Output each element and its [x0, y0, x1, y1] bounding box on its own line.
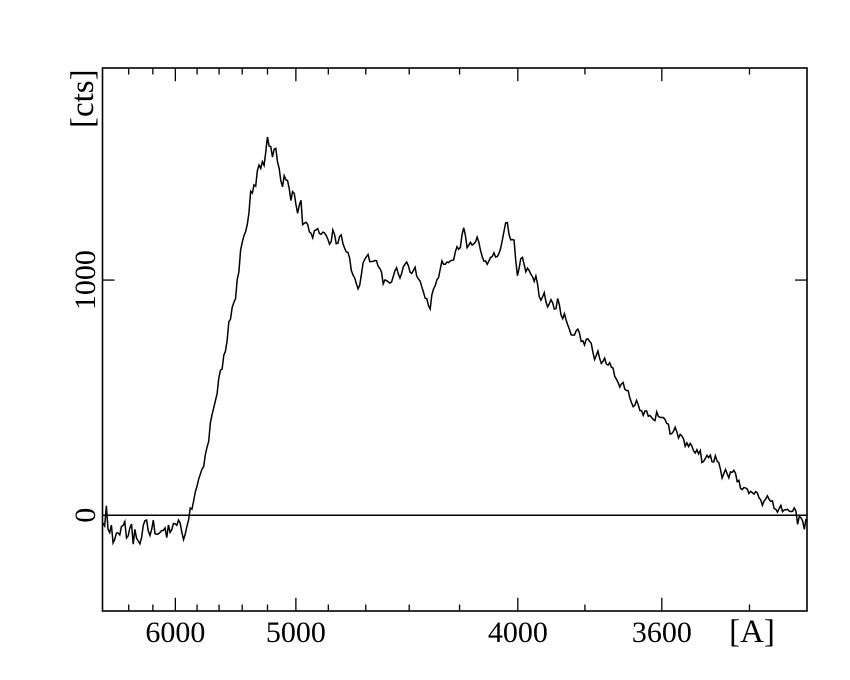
svg-text:3600: 3600 — [632, 616, 692, 649]
svg-text:5000: 5000 — [266, 616, 326, 649]
svg-text:[A]: [A] — [729, 614, 775, 650]
svg-text:0: 0 — [69, 508, 102, 523]
svg-text:[cts]: [cts] — [65, 69, 101, 128]
svg-text:1000: 1000 — [69, 250, 102, 310]
svg-text:4000: 4000 — [488, 616, 548, 649]
svg-text:6000: 6000 — [145, 616, 205, 649]
